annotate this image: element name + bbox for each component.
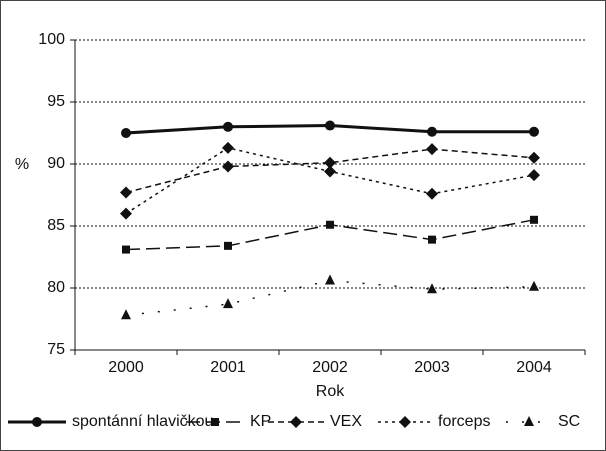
y-tick-label: 85 [47, 217, 65, 234]
y-tick-label: 100 [38, 31, 65, 48]
data-point [121, 309, 131, 320]
data-point [223, 298, 233, 309]
data-point [428, 235, 436, 244]
y-tick-label: 90 [47, 155, 65, 172]
legend-marker [211, 418, 219, 426]
data-point [222, 160, 234, 173]
y-tick-label: 95 [47, 93, 65, 110]
data-point [120, 207, 132, 220]
data-point [222, 141, 234, 154]
data-point [529, 280, 539, 291]
x-axis-label: Rok [316, 383, 345, 400]
y-tick-label: 80 [47, 279, 65, 296]
legend-label: SC [558, 413, 580, 430]
data-point [325, 120, 335, 131]
data-point [326, 220, 334, 229]
data-point [324, 156, 336, 169]
data-point [530, 215, 538, 224]
legend-marker [524, 416, 534, 426]
data-point [426, 187, 438, 200]
x-tick-label: 2000 [108, 359, 144, 376]
legend-label: spontánní hlavičkou [72, 413, 213, 430]
data-point [427, 283, 437, 294]
x-tick-label: 2001 [210, 359, 246, 376]
y-tick-label: 75 [47, 341, 65, 358]
legend-label: VEX [330, 413, 362, 430]
legend-marker [32, 417, 42, 427]
x-tick-label: 2004 [516, 359, 552, 376]
legend-label: forceps [438, 413, 490, 430]
data-point [528, 169, 540, 182]
x-tick-label: 2003 [414, 359, 450, 376]
data-point [325, 274, 335, 285]
data-point [122, 245, 130, 254]
x-tick-label: 2002 [312, 359, 348, 376]
data-point [224, 241, 232, 250]
series-line [125, 148, 535, 194]
data-point [529, 126, 539, 137]
data-point [223, 121, 233, 132]
data-point [426, 143, 438, 156]
data-point [121, 128, 131, 138]
data-point [528, 151, 540, 164]
legend-marker [399, 416, 411, 428]
legend-label: KP [250, 413, 271, 430]
data-point [427, 126, 437, 137]
data-point [324, 165, 336, 178]
y-axis-label: % [15, 156, 29, 173]
legend-marker [290, 416, 302, 428]
data-point [120, 186, 132, 199]
